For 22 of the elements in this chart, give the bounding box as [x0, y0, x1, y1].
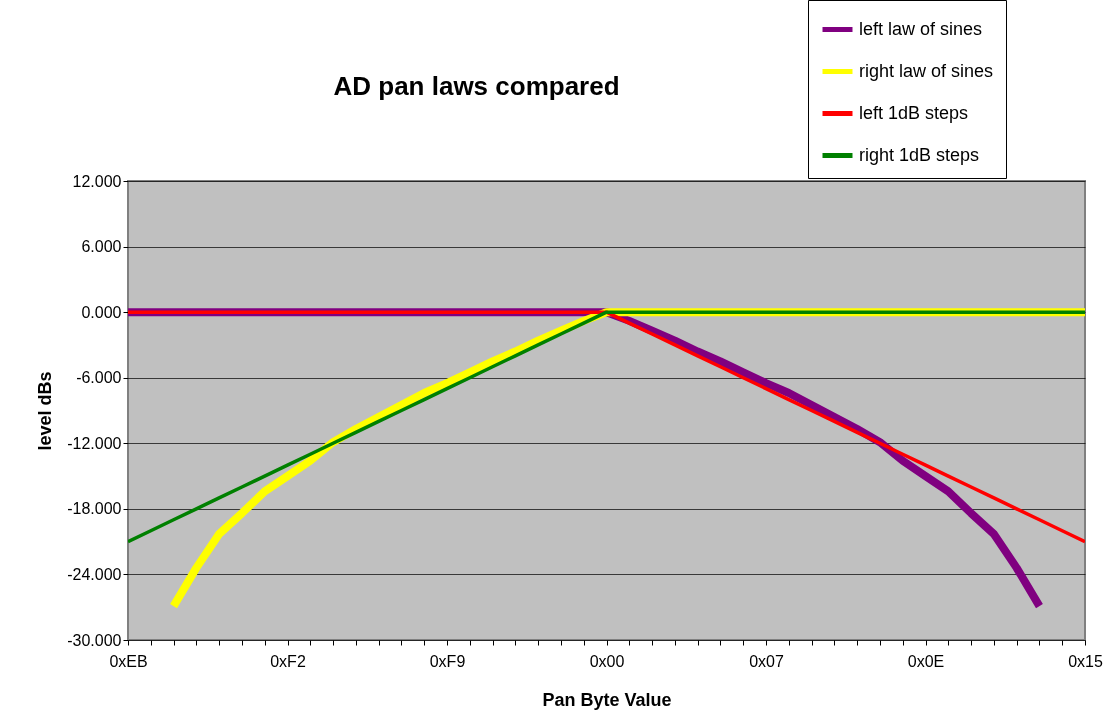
y-tick-label: 6.000 — [81, 238, 122, 256]
y-axis-title: level dBs — [35, 371, 56, 451]
x-tick-label: 0x15 — [1068, 652, 1103, 670]
legend-label: left law of sines — [859, 18, 983, 39]
chart-title: AD pan laws compared — [333, 70, 620, 101]
x-tick-label: 0x07 — [749, 652, 784, 670]
x-tick-label: 0x0E — [907, 652, 945, 670]
legend-label: left 1dB steps — [859, 102, 969, 123]
y-tick-label: -30.000 — [67, 631, 122, 649]
y-tick-label: -12.000 — [67, 434, 122, 452]
x-tick-label: 0xF9 — [429, 652, 466, 670]
y-tick-label: 12.000 — [72, 172, 122, 190]
y-tick-label: -18.000 — [67, 500, 122, 518]
x-tick-label: 0xF2 — [270, 652, 306, 670]
x-axis-title: Pan Byte Value — [542, 689, 672, 710]
y-tick-label: 0.000 — [81, 303, 122, 321]
legend-label: right 1dB steps — [859, 144, 980, 165]
x-tick-label: 0xEB — [109, 652, 148, 670]
x-tick-label: 0x00 — [589, 652, 625, 670]
legend-label: right law of sines — [859, 60, 994, 81]
y-tick-label: -24.000 — [67, 565, 122, 583]
y-tick-label: -6.000 — [76, 369, 122, 387]
